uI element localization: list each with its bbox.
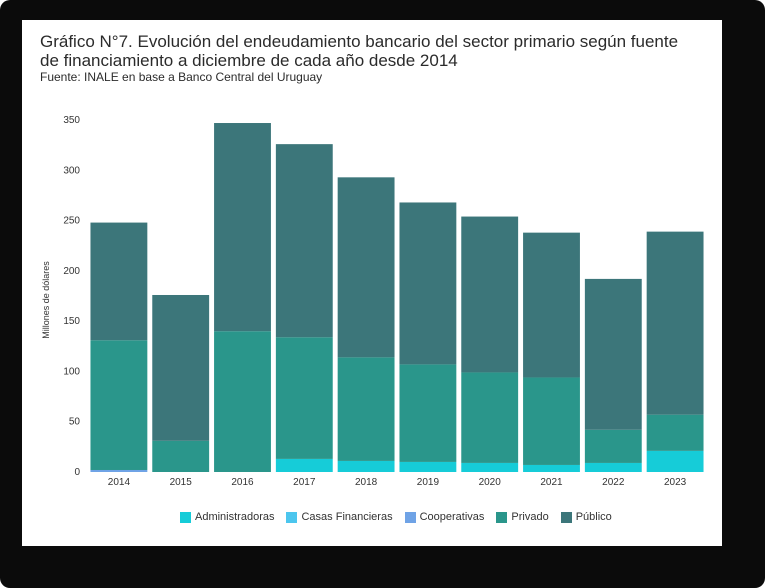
legend-item: Casas Financieras	[286, 511, 393, 523]
bar-2020-público	[461, 216, 519, 373]
legend-label: Público	[575, 511, 612, 523]
legend-item: Privado	[496, 511, 549, 523]
chart-card: Gráfico N°7. Evolución del endeudamiento…	[22, 20, 722, 546]
bar-2021-administradoras	[523, 464, 580, 472]
y-tick-label: 300	[63, 165, 80, 176]
bar-2014-público	[90, 222, 148, 341]
chart-source: Fuente: INALE en base a Banco Central de…	[40, 70, 323, 84]
y-tick-label: 200	[63, 266, 80, 277]
x-tick-label: 2021	[540, 477, 563, 488]
bar-2020-administradoras	[461, 462, 519, 472]
legend-swatch	[496, 511, 508, 523]
legend-label: Cooperativas	[419, 511, 485, 523]
bar-2018-administradoras	[337, 460, 395, 472]
x-tick-label: 2017	[293, 477, 316, 488]
x-tick-label: 2015	[170, 477, 193, 488]
y-tick-label: 150	[63, 316, 80, 327]
bar-2015-público	[152, 294, 210, 441]
x-tick-label: 2016	[231, 477, 254, 488]
y-axis-label: Millones de dólares	[41, 261, 51, 339]
bar-2019-público	[399, 202, 457, 365]
bar-2016-público	[214, 123, 271, 332]
bars-group	[90, 123, 704, 472]
bar-2021-público	[523, 232, 580, 378]
y-tick-label: 0	[74, 467, 80, 478]
legend-item: Administradoras	[180, 511, 274, 523]
y-tick-label: 350	[63, 115, 80, 126]
bar-2016-privado	[214, 331, 271, 472]
legend-label: Casas Financieras	[301, 511, 393, 523]
bar-2019-administradoras	[399, 461, 457, 472]
chart-title: Gráfico N°7. Evolución del endeudamiento…	[40, 32, 679, 70]
bar-2023-privado	[646, 414, 704, 451]
bar-2022-público	[584, 278, 642, 430]
x-tick-label: 2020	[479, 477, 502, 488]
legend-swatch	[286, 511, 298, 523]
bar-2019-privado	[399, 364, 457, 462]
bar-2022-privado	[584, 429, 642, 463]
x-tick-label: 2023	[664, 477, 687, 488]
bar-2017-administradoras	[275, 458, 333, 472]
x-tick-label: 2019	[417, 477, 440, 488]
bar-2017-público	[275, 144, 333, 338]
legend-swatch	[404, 511, 416, 523]
y-tick-label: 50	[69, 417, 81, 428]
bar-2018-público	[337, 177, 395, 358]
bar-2022-administradoras	[584, 462, 642, 472]
bar-2017-privado	[275, 337, 333, 459]
bar-2021-privado	[523, 377, 580, 465]
bar-2023-administradoras	[646, 450, 704, 472]
legend-item: Público	[560, 511, 612, 523]
bar-2023-público	[646, 231, 704, 415]
legend-swatch	[560, 511, 572, 523]
x-axis: 2014 2015 2016 2017 2018 2019 2020 2021 2022 2023	[108, 477, 687, 488]
bar-2018-privado	[337, 357, 395, 461]
y-tick-label: 100	[63, 366, 80, 377]
bar-2014-cooperativas	[90, 469, 148, 472]
y-tick-label: 250	[63, 216, 80, 227]
bar-2015-privado	[152, 440, 210, 472]
x-tick-label: 2022	[602, 477, 625, 488]
legend-label: Privado	[511, 511, 549, 523]
legend-item: Cooperativas	[404, 511, 485, 523]
legend: Administradoras Casas Financieras Cooperat…	[180, 511, 612, 523]
y-axis: 0 50 100 150 200 250 300 350	[63, 115, 80, 478]
bar-2020-privado	[461, 372, 519, 463]
legend-label: Administradoras	[195, 511, 275, 523]
x-tick-label: 2014	[108, 477, 131, 488]
legend-swatch	[180, 511, 191, 523]
x-tick-label: 2018	[355, 477, 378, 488]
bar-2014-privado	[90, 340, 148, 470]
